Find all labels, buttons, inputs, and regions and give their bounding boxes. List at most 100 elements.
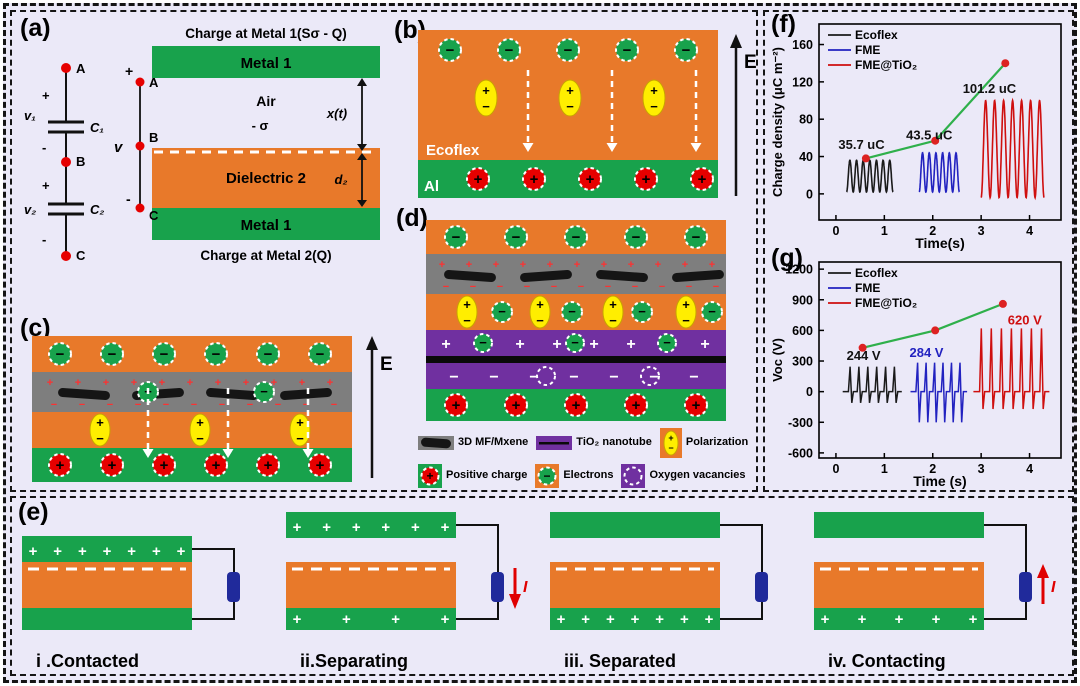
figure: (a) A B C + v₁ - C₁ + v₂ - C₂ C [3,3,1077,683]
svg-text:−: − [566,99,574,114]
svg-text:+: + [215,377,221,389]
svg-text:+: + [512,397,521,414]
electrode-layer [32,448,352,482]
svg-text:+: + [187,377,193,389]
top-electrode [814,512,984,538]
svg-text:+: + [327,377,333,389]
contact-state-3: + + + + + + + iii. Separated [546,506,798,672]
electron-row: − − − − − − [48,342,332,366]
contact-state-1: + + + + + + + i .Contacted [18,506,270,672]
metal1-bottom-bar [152,208,380,240]
svg-text:+: + [159,377,165,389]
svg-text:−: − [505,42,514,59]
node-a-dot [61,63,71,73]
legend-positive-charge: + Positive charge [418,464,527,488]
svg-text:900: 900 [792,293,813,307]
svg-text:−: − [650,99,658,114]
svg-text:Charge at Metal 1(Sσ - Q): Charge at Metal 1(Sσ - Q) [185,26,347,41]
svg-text:+: + [692,397,701,414]
positive-charge-row: + + + + + + [48,453,332,477]
svg-text:+: + [152,543,161,560]
svg-text:+: + [601,259,607,271]
svg-text:+: + [493,259,499,271]
svg-text:−: − [632,229,641,246]
svg-text:B: B [76,154,85,169]
svg-text:−: − [551,281,557,293]
current-arrow-icon [1037,564,1049,578]
svg-text:+: + [196,415,204,430]
svg-text:+: + [655,259,661,271]
svg-text:2: 2 [929,462,936,476]
svg-text:−: − [470,281,476,293]
svg-text:C₁: C₁ [90,120,104,135]
state-caption: iv. Contacting [828,651,946,671]
panel-letter-a: (a) [20,14,51,42]
positive-charge-row: + + + + + [444,393,708,417]
dielectric2-bar [152,148,380,208]
state-caption: i .Contacted [36,651,140,671]
state-caption: ii.Separating [300,651,409,671]
svg-text:+: + [391,611,400,628]
svg-text:+: + [709,259,715,271]
svg-text:+: + [75,377,81,389]
legend-electrons: − Electrons [535,464,613,488]
svg-text:120: 120 [792,75,813,89]
svg-text:+: + [969,611,978,628]
bottom-electrode [286,608,456,630]
mxene-flake-icons [444,270,724,282]
svg-text:−: − [632,281,638,293]
svg-text:−: − [219,399,225,411]
svg-text:−: − [296,431,304,446]
svg-text:−: − [659,281,665,293]
al-layer [418,160,718,198]
polarization-row: +−+−+− [474,79,666,117]
svg-text:+: + [655,611,664,628]
svg-text:x(t): x(t) [326,106,347,121]
svg-text:−: − [275,399,281,411]
tio2-layer-bottom [426,363,726,389]
svg-text:+: + [557,611,566,628]
svg-text:-: - [126,191,131,207]
svg-text:+: + [103,543,112,560]
svg-text:+: + [858,611,867,628]
svg-text:+: + [642,171,651,188]
electron-swatch-icon: − [535,464,560,488]
svg-text:+: + [631,611,640,628]
svg-text:1: 1 [881,462,888,476]
svg-text:+: + [452,397,461,414]
svg-text:v: v [114,139,124,156]
svg-text:+: + [160,457,169,474]
svg-text:+: + [293,611,302,628]
svg-text:+: + [42,178,50,193]
svg-text:−: − [605,281,611,293]
electron-row: − − − − − [444,225,708,249]
svg-text:-: - [42,232,46,247]
stack-node-b-dot [135,141,145,151]
svg-text:FME: FME [855,281,880,295]
svg-text:−: − [51,399,57,411]
svg-text:−: − [564,42,573,59]
svg-text:35.7 uC: 35.7 uC [838,137,885,152]
svg-text:+: + [705,611,714,628]
svg-text:+: + [293,519,302,536]
state-caption: iii. Separated [564,651,677,671]
svg-text:−: − [107,399,113,411]
svg-text:+: + [682,259,688,271]
tio2-swatch-icon [536,436,573,450]
svg-text:−: − [497,281,503,293]
svg-text:+: + [574,259,580,271]
svg-text:−: − [160,346,169,363]
svg-text:−: − [689,369,698,386]
panel-b-diagram: − − − − − +−+−+− Ecoflex + + + + + Al E [418,30,757,198]
svg-text:Ecoflex: Ecoflex [855,266,898,280]
schematic-region: (a) A B C + v₁ - C₁ + v₂ - C₂ C [10,10,758,492]
induced-minus-row: − − − − − − − − − − − [51,399,337,411]
svg-text:+: + [552,336,561,353]
svg-text:Time(s): Time(s) [915,235,965,251]
tio2-minus-row: − − − − − − − [449,369,698,386]
positive-charge-row: + + + + + [466,167,714,191]
induced-minus-row: − − − − − − − − − − − [443,281,719,293]
